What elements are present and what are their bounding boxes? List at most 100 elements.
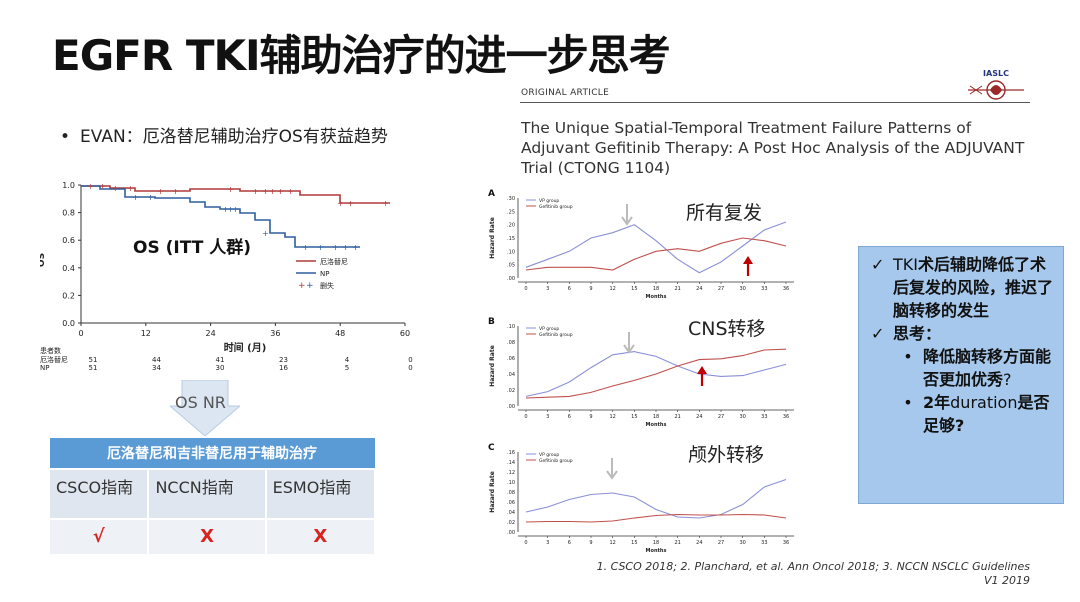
panel-letter: A xyxy=(488,189,495,199)
km-x-ticks: 0 12 24 36 48 60 xyxy=(78,323,410,338)
os-nr-label: OS NR xyxy=(175,393,226,412)
km-censor-mark: + xyxy=(382,199,389,208)
panel-y-tick-label: .16 xyxy=(507,450,515,456)
panel-y-tick-label: .30 xyxy=(507,196,515,202)
panel-y-tick-label: .15 xyxy=(507,236,515,242)
guideline-csco: CSCO指南 xyxy=(47,467,150,520)
up-arrow-head xyxy=(743,256,753,264)
km-y-ticks: 1.0 0.8 0.6 0.4 0.2 0.0 xyxy=(62,181,81,328)
conclusion-sub-1: • 降低脑转移方面能否更加优秀? xyxy=(871,345,1053,391)
km-x-tick-label: 24 xyxy=(206,329,216,338)
km-censor-marks: + + + + + + + + + + + ++ + ++ ++++++ + + + + xyxy=(87,182,389,252)
panel-x-tick-label: 3 xyxy=(546,414,549,420)
panel-x-tick-label: 24 xyxy=(696,414,702,420)
reference-line-1: 1. CSCO 2018; 2. Planchard, et al. Ann O… xyxy=(596,560,1030,573)
km-censor-mark: + xyxy=(287,187,294,196)
km-censor-mark: + xyxy=(112,184,119,193)
panel-y-tick-label: .04 xyxy=(507,372,515,378)
km-censor-mark: + xyxy=(227,185,234,194)
km-censor-mark: + xyxy=(222,205,229,214)
panel-y-tick-label: .02 xyxy=(507,388,515,394)
km-legend-censor-swatch: + xyxy=(298,281,306,291)
panel-x-tick-label: 18 xyxy=(653,540,659,546)
panel-x-tick-label: 30 xyxy=(739,540,745,546)
km-censor-mark: + xyxy=(99,182,106,191)
guideline-nccn: NCCN指南 xyxy=(147,467,267,520)
iaslc-logo-text: IASLC xyxy=(983,69,1009,78)
panel-y-tick-label: .10 xyxy=(507,324,515,330)
panel-x-tick-label: 36 xyxy=(783,540,789,546)
panel-x-tick-label: 15 xyxy=(631,286,637,292)
panel-y-tick-label: .00 xyxy=(507,530,515,536)
panel-x-tick-label: 0 xyxy=(524,540,527,546)
panel-ylabel: Hazard Rate xyxy=(489,471,496,513)
guideline-table: 厄洛替尼和吉非替尼用于辅助治疗 CSCO指南 NCCN指南 ESMO指南 √ X… xyxy=(47,437,377,556)
references: 1. CSCO 2018; 2. Planchard, et al. Ann O… xyxy=(560,560,1030,588)
paper-label: ORIGINAL ARTICLE xyxy=(521,88,610,98)
km-censor-mark: + xyxy=(227,205,234,214)
panel-y-tick-label: .12 xyxy=(507,470,515,476)
km-censor-mark: + xyxy=(317,243,324,252)
conclusion-text-1: 术后辅助降低了术后复发的风险，推迟了脑转移的发生 xyxy=(893,255,1054,320)
km-legend-erlotinib: 厄洛替尼 xyxy=(320,257,348,266)
km-at-risk-header: 患者数 xyxy=(40,346,61,355)
km-at-risk-value: 30 xyxy=(216,364,225,372)
panel-x-tick-label: 9 xyxy=(589,414,592,420)
series-vp-line xyxy=(525,351,787,397)
panel-y-tick-label: .10 xyxy=(507,480,515,486)
km-x-tick-label: 12 xyxy=(141,329,151,338)
series-gefitinib-line xyxy=(525,513,787,523)
km-legend-np: NP xyxy=(320,270,329,278)
km-censor-mark: + xyxy=(262,229,269,238)
up-arrow-head xyxy=(697,366,707,374)
panel-xlabel: Months xyxy=(646,294,667,300)
km-at-risk-value: 23 xyxy=(279,356,288,364)
panel-y-tick-label: .08 xyxy=(507,340,515,346)
km-at-risk-value: 5 xyxy=(345,364,349,372)
km-at-risk-value: 51 xyxy=(89,356,98,364)
km-censor-mark: + xyxy=(262,187,269,196)
panel-x-tick-label: 33 xyxy=(761,540,767,546)
conclusion-sub-1-q: ? xyxy=(1003,370,1012,389)
panel-x-tick-label: 18 xyxy=(653,414,659,420)
panel-x-tick-label: 15 xyxy=(631,540,637,546)
panel-title-cns: CNS转移 xyxy=(688,318,766,340)
km-censor-mark: + xyxy=(347,199,354,208)
iaslc-logo: IASLC xyxy=(968,69,1024,100)
panel-x-tick-label: 15 xyxy=(631,414,637,420)
page-title: EGFR TKI辅助治疗的进一步思考 xyxy=(52,31,671,80)
km-x-tick-label: 0 xyxy=(78,329,83,338)
panel-x-tick-label: 24 xyxy=(696,540,702,546)
km-ylabel: OS xyxy=(40,253,47,267)
panel-x-tick-label: 21 xyxy=(674,286,680,292)
panel-x-tick-label: 0 xyxy=(524,414,527,420)
panel-x-tick-label: 27 xyxy=(718,286,724,292)
km-at-risk-name: NP xyxy=(40,364,49,372)
km-censor-mark: + xyxy=(252,187,259,196)
conclusion-sub-2-rest: 是否足够? xyxy=(923,393,1050,435)
check-icon: ✓ xyxy=(871,255,885,274)
down-arrow-head xyxy=(606,470,618,480)
paper-title: The Unique Spatial-Temporal Treatment Fa… xyxy=(521,119,1025,177)
panel-xlabel: Months xyxy=(646,422,667,428)
hazard-panel: C Hazard Rate .16 .14 .12 .10 .08 .06 .04 .02 .00 0… xyxy=(488,443,794,554)
legend-gef: Gefitinib group xyxy=(539,332,573,338)
mark-csco: √ xyxy=(47,517,150,556)
panel-x-tick-label: 21 xyxy=(674,540,680,546)
panel-x-tick-label: 12 xyxy=(609,286,615,292)
guideline-table-header: 厄洛替尼和吉非替尼用于辅助治疗 xyxy=(48,437,376,469)
km-censor-mark: + xyxy=(157,187,164,196)
km-x-tick-label: 48 xyxy=(335,329,345,338)
panel-y-tick-label: .20 xyxy=(507,223,515,229)
conclusion-sub-2-duration: duration xyxy=(950,393,1018,412)
conclusion-sub-2-year: 2年 xyxy=(923,393,951,412)
panel-x-tick-label: 27 xyxy=(718,540,724,546)
km-y-tick-label: 0.4 xyxy=(62,264,75,273)
legend-gef: Gefitinib group xyxy=(539,204,573,210)
panel-x-tick-label: 33 xyxy=(761,286,767,292)
km-curve-erlotinib xyxy=(81,185,390,204)
panel-x-tick-label: 36 xyxy=(783,414,789,420)
km-y-tick-label: 0.6 xyxy=(62,236,75,245)
panel-x-tick-label: 0 xyxy=(524,286,527,292)
km-censor-mark: + xyxy=(172,187,179,196)
